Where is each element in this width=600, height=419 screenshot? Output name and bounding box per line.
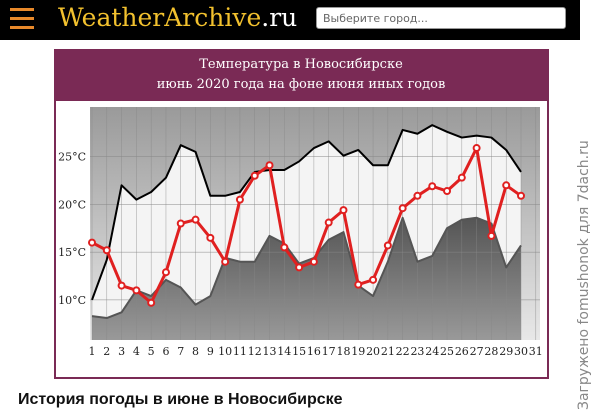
x-tick-label: 20 [366,345,380,358]
y-tick-label: 15°C [58,246,86,259]
point [413,191,422,200]
point [309,257,318,266]
point [280,243,289,252]
x-tick-label: 15 [292,345,306,358]
x-tick-label: 16 [307,345,321,358]
x-tick-label: 3 [118,345,125,358]
search-input[interactable]: Выберите город... [316,7,566,29]
x-tick-label: 4 [133,345,140,358]
point [324,218,333,227]
x-tick-label: 31 [529,345,543,358]
chart-title: Температура в Новосибирске [199,57,403,72]
point [221,257,230,266]
x-tick-label: 24 [425,345,439,358]
point [398,204,407,213]
low-area [92,217,521,340]
point [191,215,200,224]
series-line [91,124,522,301]
point [250,171,259,180]
point [383,241,392,250]
x-tick-label: 2 [103,345,110,358]
point [117,281,126,290]
point [487,231,496,240]
x-tick-label: 21 [381,345,395,358]
x-tick-label: 25 [440,345,454,358]
point [369,275,378,284]
y-tick-label: 25°C [58,151,86,164]
x-tick-label: 23 [410,345,424,358]
x-tick-label: 9 [207,345,214,358]
point [176,219,185,228]
point [502,181,511,190]
header: WeatherArchive.ru Выберите город... [0,0,580,40]
chart: Температура в Новосибирске июнь 2020 год… [54,49,549,379]
point [102,246,111,255]
point [339,206,348,215]
point [147,298,156,307]
x-tick-label: 30 [514,345,528,358]
x-tick-label: 18 [336,345,350,358]
chart-header [55,50,548,101]
point [428,182,437,191]
point [161,268,170,277]
x-tick-label: 11 [233,345,247,358]
x-tick-label: 12 [248,345,262,358]
point [265,161,274,170]
x-tick-label: 8 [192,345,199,358]
section-heading: История погоды в июне в Новосибирске [18,391,343,408]
menu-button[interactable] [10,8,34,30]
point [354,280,363,289]
x-tick-label: 7 [177,345,184,358]
watermark: Загружено fomushonok для 7dach.ru [576,140,592,410]
x-tick-label: 19 [351,345,365,358]
x-tick-label: 5 [148,345,155,358]
logo-tld: .ru [261,3,298,32]
x-tick-label: 13 [263,345,277,358]
x-tick-label: 10 [218,345,232,358]
point [517,191,525,200]
logo-main: WeatherArchive [58,3,262,32]
point [235,195,244,204]
x-tick-label: 1 [89,345,96,358]
point [88,238,96,247]
point [457,173,466,182]
x-tick-label: 6 [162,345,169,358]
logo[interactable]: WeatherArchive.ru [58,3,297,32]
x-tick-label: 26 [455,345,469,358]
point [443,187,452,196]
point [472,144,481,153]
x-tick-label: 27 [470,345,484,358]
x-tick-label: 29 [499,345,513,358]
series-line [91,216,522,320]
point [132,286,141,295]
point [295,263,304,272]
y-tick-label: 20°C [58,198,86,211]
x-tick-label: 28 [484,345,498,358]
point [206,233,215,242]
y-tick-label: 10°C [58,294,86,307]
x-tick-label: 22 [396,345,410,358]
x-tick-label: 17 [322,345,336,358]
x-tick-label: 14 [277,345,291,358]
chart-subtitle: июнь 2020 года на фоне июня иных годов [157,77,446,92]
